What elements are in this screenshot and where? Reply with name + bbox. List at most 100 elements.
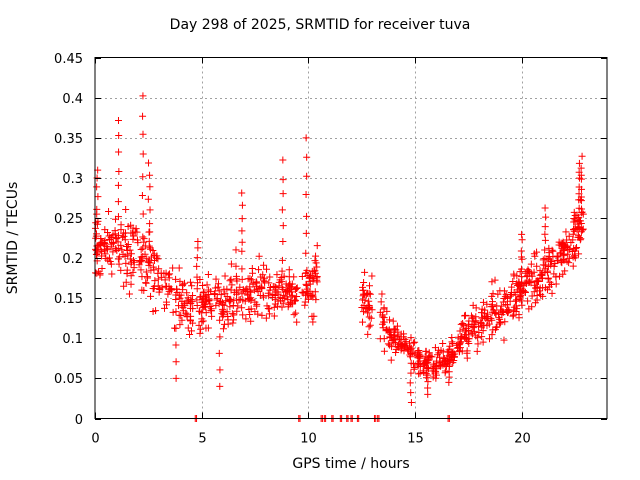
data-point — [130, 258, 138, 266]
data-point — [285, 266, 293, 274]
data-point — [577, 185, 585, 193]
data-point — [216, 316, 224, 324]
data-point — [99, 239, 107, 247]
data-point — [127, 229, 135, 237]
data-point — [424, 371, 432, 379]
data-point — [220, 320, 228, 328]
data-point — [525, 305, 533, 313]
data-point — [105, 207, 113, 215]
x-tick-label: 20 — [514, 432, 531, 447]
data-point — [578, 205, 586, 213]
data-point — [459, 319, 467, 327]
data-point — [578, 208, 586, 216]
data-point — [494, 290, 502, 298]
data-point — [293, 284, 301, 292]
data-point — [236, 283, 244, 291]
data-point — [216, 382, 224, 390]
data-point — [365, 303, 373, 311]
data-point — [224, 313, 232, 321]
data-point — [360, 278, 368, 286]
data-point — [107, 243, 115, 251]
data-point — [563, 236, 571, 244]
data-point — [515, 311, 523, 319]
data-point — [114, 117, 122, 125]
x-tick-label: 5 — [198, 432, 206, 447]
data-point — [123, 269, 131, 277]
data-point — [163, 301, 171, 309]
data-point — [138, 191, 146, 199]
data-point — [422, 347, 430, 355]
data-point — [302, 287, 310, 295]
data-point — [115, 260, 123, 268]
data-point — [103, 246, 111, 254]
data-point — [380, 305, 388, 313]
data-point — [257, 283, 265, 291]
y-tick-label: 0.1 — [62, 332, 83, 347]
data-point — [189, 292, 197, 300]
data-point — [108, 270, 116, 278]
data-point — [113, 235, 121, 243]
data-point — [176, 277, 184, 285]
data-point — [461, 327, 469, 335]
data-point — [214, 280, 222, 288]
data-point — [384, 327, 392, 335]
data-point — [238, 247, 246, 255]
data-point — [255, 252, 263, 260]
y-axis-label: SRMTID / TECUs — [5, 181, 21, 295]
data-point — [437, 346, 445, 354]
data-point — [193, 254, 201, 262]
data-point — [238, 201, 246, 209]
data-point — [288, 288, 296, 296]
data-point — [424, 390, 432, 398]
data-point — [179, 286, 187, 294]
data-point — [570, 244, 578, 252]
data-point — [541, 230, 549, 238]
data-point — [284, 296, 292, 304]
data-point — [220, 285, 228, 293]
data-point — [302, 291, 310, 299]
data-point — [229, 316, 237, 324]
data-point — [164, 271, 172, 279]
data-point — [228, 281, 236, 289]
data-point — [246, 310, 254, 318]
data-point — [364, 305, 372, 313]
data-point — [120, 282, 128, 290]
data-point — [245, 295, 253, 303]
data-point — [542, 213, 550, 221]
data-point — [169, 308, 177, 316]
data-point — [385, 326, 393, 334]
data-point — [236, 296, 244, 304]
data-point — [506, 292, 514, 300]
data-point — [216, 333, 224, 341]
data-point — [569, 236, 577, 244]
data-point — [229, 319, 237, 327]
data-point — [536, 271, 544, 279]
data-point — [263, 265, 271, 273]
data-point — [215, 300, 223, 308]
data-point — [578, 152, 586, 160]
data-point — [552, 280, 560, 288]
data-point — [303, 212, 311, 220]
chart-title: Day 298 of 2025, SRMTID for receiver tuv… — [169, 17, 471, 33]
data-point — [278, 303, 286, 311]
data-point — [514, 286, 522, 294]
data-point — [115, 132, 123, 140]
data-point — [545, 249, 553, 257]
data-point — [96, 271, 104, 279]
data-point — [181, 279, 189, 287]
data-point — [527, 260, 535, 268]
data-point — [301, 298, 309, 306]
data-point — [445, 378, 453, 386]
data-point — [565, 259, 573, 267]
x-tick-label: 15 — [407, 432, 424, 447]
data-point — [541, 261, 549, 269]
y-tick-label: 0.45 — [54, 52, 83, 67]
data-point — [303, 172, 311, 180]
data-point — [512, 291, 520, 299]
data-point — [552, 273, 560, 281]
data-point — [210, 290, 218, 298]
data-point — [365, 323, 373, 331]
data-point — [111, 230, 119, 238]
data-point — [308, 292, 316, 300]
data-point — [138, 257, 146, 265]
